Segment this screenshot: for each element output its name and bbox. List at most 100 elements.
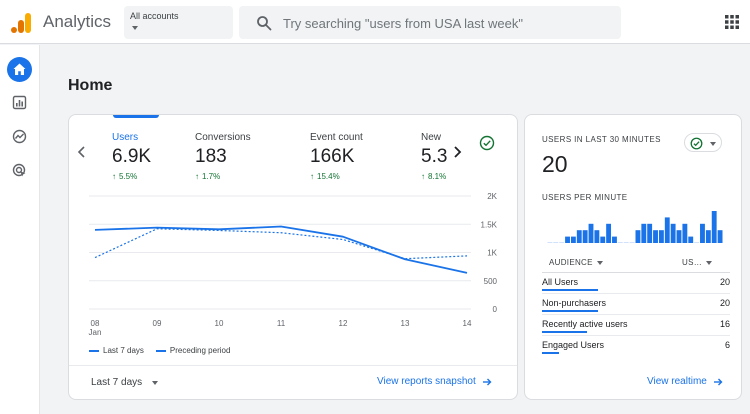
chevron-right-icon[interactable] xyxy=(452,145,462,159)
nav-advertising[interactable] xyxy=(7,158,32,183)
nav-home[interactable] xyxy=(7,57,32,82)
nav-reports[interactable] xyxy=(7,90,32,115)
x-tick-label: 09 xyxy=(153,319,162,328)
minute-bar xyxy=(582,230,588,243)
home-icon xyxy=(13,63,26,75)
minute-bar xyxy=(682,223,688,243)
table-row[interactable]: All Users 20 xyxy=(542,273,730,294)
minute-bar xyxy=(653,230,658,243)
chevron-down-icon xyxy=(596,260,603,265)
realtime-status-menu[interactable] xyxy=(684,133,722,152)
minute-bar xyxy=(594,230,600,243)
minute-bar xyxy=(576,230,582,243)
metric-name: New xyxy=(421,132,442,143)
row-divider xyxy=(542,335,730,336)
check-circle-icon xyxy=(690,137,703,150)
legend-swatch-dashed xyxy=(155,349,166,352)
minute-bar xyxy=(664,217,670,243)
row-share-bar xyxy=(542,289,598,291)
page-title: Home xyxy=(68,77,113,94)
minute-bar xyxy=(565,236,570,243)
x-tick-label: 13 xyxy=(401,319,410,328)
account-picker[interactable]: All accounts xyxy=(124,6,233,39)
metric-tab-new-users-clip: New 5.3 ↑ 8.1% xyxy=(421,115,449,190)
minute-bar xyxy=(658,230,664,243)
y-tick-label: 2K xyxy=(487,192,497,201)
row-share-bar xyxy=(542,310,598,312)
column-header-audience[interactable]: AUDIENCE xyxy=(549,258,603,267)
users-line-chart: 2K 1.5K 1K 500 0 08 09 10 11 12 13 14 Jan xyxy=(89,192,498,337)
apps-grid-icon[interactable] xyxy=(725,15,739,29)
row-value: 20 xyxy=(719,298,730,308)
row-share-bar xyxy=(542,352,559,354)
x-tick-label: 14 xyxy=(463,319,472,328)
active-tab-indicator xyxy=(113,115,159,118)
explore-icon xyxy=(12,129,27,144)
bar-chart-icon xyxy=(12,95,27,110)
x-tick-label: 11 xyxy=(277,319,286,328)
metric-value: 6.9K xyxy=(112,146,152,167)
metric-tab-event-count[interactable]: Event count 166K ↑ 15.4% xyxy=(310,132,410,181)
metric-delta: ↑ 8.1% xyxy=(421,172,449,181)
date-range-select[interactable]: Last 7 days xyxy=(91,377,159,388)
row-divider xyxy=(542,314,730,315)
nav-explore[interactable] xyxy=(7,124,32,149)
row-value: 6 xyxy=(724,340,730,350)
table-row[interactable]: Recently active users 16 xyxy=(542,315,730,336)
chevron-down-icon xyxy=(706,260,713,265)
view-reports-snapshot-link[interactable]: View reports snapshot xyxy=(377,376,492,387)
metric-delta: ↑ 15.4% xyxy=(310,172,410,181)
x-tick-label: 12 xyxy=(339,319,348,328)
x-tick-sublabel: Jan xyxy=(89,328,102,337)
search-icon xyxy=(257,16,272,31)
metric-name: Users xyxy=(112,132,139,143)
users-per-minute-label: USERS PER MINUTE xyxy=(542,193,628,202)
view-realtime-link[interactable]: View realtime xyxy=(647,376,723,387)
column-header-users[interactable]: US… xyxy=(682,258,713,267)
analytics-logo-icon[interactable] xyxy=(10,12,32,34)
audience-table: AUDIENCE US… All Users 20 Non-purchasers… xyxy=(542,255,730,357)
metric-tab-users[interactable]: Users 6.9K ↑ 5.5% xyxy=(112,132,212,181)
chevron-left-icon[interactable] xyxy=(77,145,87,159)
minute-bar xyxy=(676,230,682,243)
metric-name: Conversions xyxy=(195,132,251,143)
row-divider xyxy=(542,293,730,294)
realtime-card: USERS IN LAST 30 MINUTES 20 USERS PER MI… xyxy=(524,114,742,400)
column-header-label: US… xyxy=(682,258,703,267)
x-tick-label: 08 xyxy=(91,319,100,328)
row-label: Non-purchasers xyxy=(542,298,607,308)
minute-bar xyxy=(694,242,700,243)
row-label: All Users xyxy=(542,277,579,287)
metric-delta: ↑ 5.5% xyxy=(112,172,212,181)
chevron-down-icon xyxy=(132,26,138,30)
table-row[interactable]: Engaged Users 6 xyxy=(542,336,730,357)
minute-bar xyxy=(700,223,705,243)
metric-name: Event count xyxy=(310,132,363,143)
search-input[interactable] xyxy=(283,13,603,33)
users-per-minute-chart xyxy=(547,211,723,243)
realtime-heading: USERS IN LAST 30 MINUTES xyxy=(542,135,661,144)
metric-value: 166K xyxy=(310,146,355,167)
minute-bar xyxy=(717,230,723,243)
chevron-down-icon xyxy=(152,380,159,385)
legend-swatch-solid xyxy=(89,349,99,352)
column-header-label: AUDIENCE xyxy=(549,258,593,267)
metric-value: 183 xyxy=(195,146,227,167)
chevron-down-icon xyxy=(710,142,716,146)
minute-bar xyxy=(612,236,617,243)
metric-tab-new-users[interactable]: New 5.3 ↑ 8.1% xyxy=(421,132,449,181)
table-row[interactable]: Non-purchasers 20 xyxy=(542,294,730,315)
metric-tab-conversions[interactable]: Conversions 183 ↑ 1.7% xyxy=(195,132,295,181)
card-divider xyxy=(69,365,517,366)
minute-bar xyxy=(559,242,565,243)
minute-bar xyxy=(688,236,694,243)
search-bar[interactable] xyxy=(239,6,621,39)
minute-bar xyxy=(623,242,629,243)
minute-bar xyxy=(635,230,641,243)
minute-bar xyxy=(670,223,676,243)
date-range-label: Last 7 days xyxy=(91,377,143,388)
audience-table-header: AUDIENCE US… xyxy=(542,255,730,273)
series-line-last-7-days xyxy=(94,225,468,274)
arrow-right-icon xyxy=(482,378,492,385)
check-circle-icon[interactable] xyxy=(479,135,495,151)
